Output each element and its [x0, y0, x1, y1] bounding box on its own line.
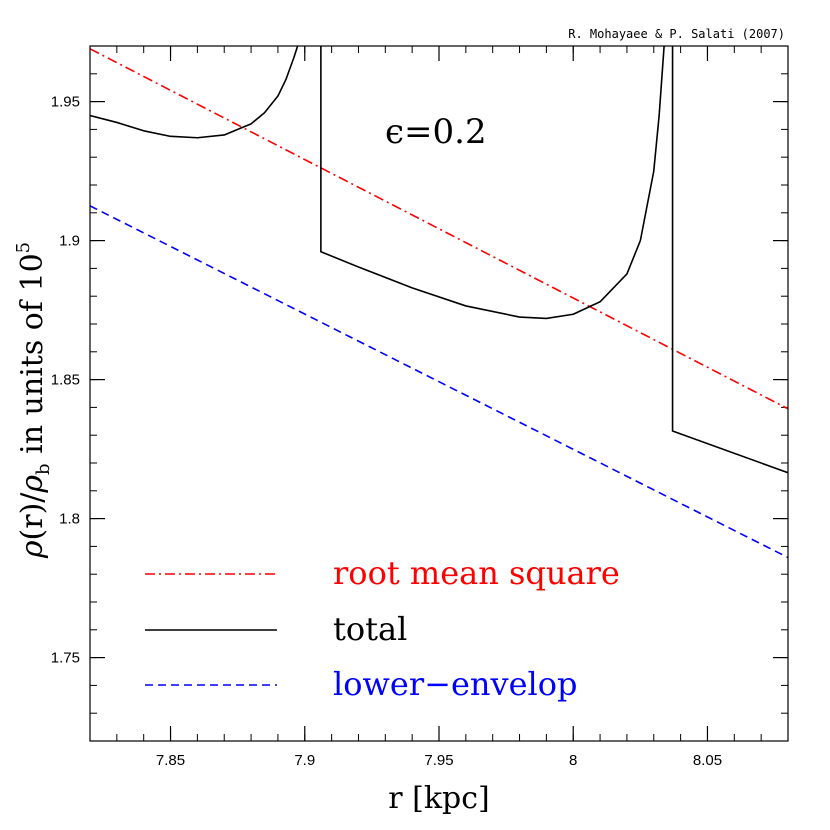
- x-tick-label: 7.85: [156, 752, 185, 769]
- y-label-rho: ρ: [15, 540, 50, 559]
- y-axis-label: ρ(r)/ρb in units of 105: [13, 242, 54, 559]
- legend: root mean square total lower−envelop: [145, 554, 620, 703]
- axis-ticks: [89, 45, 789, 742]
- plot-frame: [89, 45, 789, 742]
- y-label-r-arg: (r)/: [15, 492, 50, 541]
- legend-label-root-mean-square: root mean square: [333, 554, 620, 592]
- x-tick-label: 7.9: [294, 752, 315, 769]
- y-tick-label: 1.95: [51, 94, 80, 111]
- series-line-total: [320, 46, 665, 320]
- epsilon-annotation: ϵ=0.2: [385, 112, 487, 152]
- series-layer: [90, 46, 788, 559]
- y-label-text: in units of 10: [15, 253, 50, 463]
- x-axis-label: r [kpc]: [388, 781, 489, 816]
- y-label-rho-b: ρ: [15, 475, 50, 494]
- y-tick-label: 1.75: [51, 650, 80, 667]
- x-tick-label: 7.95: [424, 752, 453, 769]
- y-tick-label: 1.8: [59, 511, 80, 528]
- x-tick-label: 8.05: [693, 752, 722, 769]
- legend-label-total: total: [333, 610, 407, 648]
- series-line-total: [671, 46, 788, 474]
- y-label-sup-5: 5: [13, 242, 34, 253]
- series-line-total: [90, 46, 299, 139]
- legend-label-lower-envelop: lower−envelop: [333, 665, 577, 703]
- y-tick-label: 1.85: [51, 372, 80, 389]
- tick-labels: 7.85 7.9 7.95 8 8.05 1.75 1.8 1.85 1.9 1.95: [51, 94, 722, 769]
- series-line-root-mean-square: [90, 48, 788, 410]
- y-label-sub-b: b: [33, 463, 54, 475]
- credit-text: R. Mohayaee & P. Salati (2007): [568, 27, 785, 41]
- x-tick-label: 8: [569, 752, 577, 769]
- series-line-lower-envelop: [90, 205, 788, 559]
- y-tick-label: 1.9: [59, 233, 80, 250]
